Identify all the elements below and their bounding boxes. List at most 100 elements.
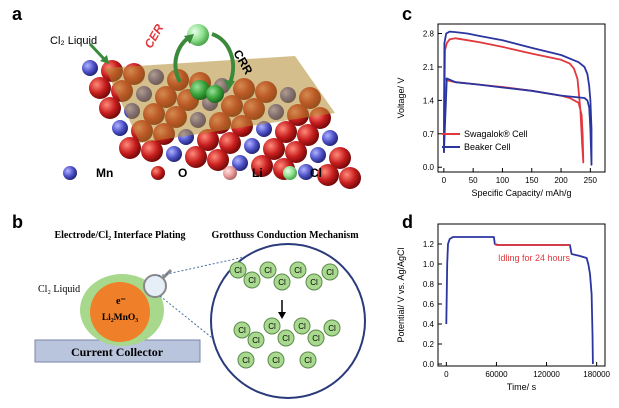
cl-atom-label: Cl <box>294 266 302 275</box>
atom-legend: Mn O Li Cl <box>63 166 322 180</box>
cl-atom <box>289 261 307 279</box>
o-atom <box>197 129 219 151</box>
cl-atom-label: Cl <box>328 324 336 333</box>
cl-atom <box>305 273 323 291</box>
cl-atom-label: Cl <box>272 356 280 365</box>
cl-legend-swatch <box>283 166 297 180</box>
o-atom <box>99 97 121 119</box>
x-axis-label: Specific Capacity/ mAh/g <box>471 188 571 198</box>
current-collector-label: Current Collector <box>71 345 164 359</box>
cl-atom-label: Cl <box>298 322 306 331</box>
particle-label: Li₂MnO₃ <box>102 313 138 323</box>
mn-atom <box>322 130 338 146</box>
o-atom <box>141 140 163 162</box>
series-line-1 <box>443 30 593 166</box>
cl-atom <box>293 317 311 335</box>
cl-atom-label: Cl <box>282 334 290 343</box>
o-atom <box>317 164 339 186</box>
panel-label-a: a <box>12 4 23 24</box>
cl-legend-label: Cl <box>310 166 322 180</box>
y-tick-label: 2.8 <box>423 30 435 39</box>
legend-label-1: Beaker Cell <box>464 142 511 152</box>
cl-atom <box>263 317 281 335</box>
cl-atom <box>243 271 261 289</box>
x-tick-label: 200 <box>554 176 568 185</box>
cl-atom-label: Cl <box>278 278 286 287</box>
y-tick-label: 0.0 <box>423 360 435 369</box>
y-tick-label: 0.4 <box>423 320 435 329</box>
cer-arrow <box>173 36 190 83</box>
o-atom <box>185 146 207 168</box>
o-atom <box>119 137 141 159</box>
o-atom <box>275 121 297 143</box>
y-tick-label: 0.6 <box>423 300 435 309</box>
mn-atom <box>244 138 260 154</box>
cl-atom <box>233 321 251 339</box>
cl-atom <box>277 329 295 347</box>
cl2-liquid-label-b: Cl₂ Liquid <box>38 284 80 295</box>
interface-plating-title: Electrode/Cl₂ Interface Plating <box>54 230 185 241</box>
panel-a-illustration: Cl₂ Liquid CER CRR Mn O Li Cl <box>50 21 361 189</box>
y-tick-label: 0.2 <box>423 340 435 349</box>
legend-label-0: Swagalok® Cell <box>464 129 528 139</box>
o-atom <box>329 147 351 169</box>
plot-frame <box>437 223 606 367</box>
y-tick-label: 1.4 <box>423 96 435 105</box>
cl-atom-label: Cl <box>304 356 312 365</box>
x-tick-label: 250 <box>584 176 598 185</box>
cl-atom <box>247 331 265 349</box>
panel-b-illustration: Electrode/Cl₂ Interface Plating Grotthus… <box>34 230 366 399</box>
y-axis-label: Voltage/ V <box>396 77 406 118</box>
cl-chain: Cl Cl Cl Cl Cl Cl Cl Cl Cl Cl Cl Cl Cl Cl Cl Cl Cl <box>229 261 341 369</box>
cl-atom-surface <box>206 85 224 103</box>
x-tick-label: 150 <box>525 176 539 185</box>
y-tick-label: 2.1 <box>423 63 435 72</box>
chart-c: 0 50 100 150 200 250 0.0 0.7 1.4 2.1 2.8 Specific C… <box>396 23 606 198</box>
panel-label-c: c <box>402 4 413 24</box>
cl-atom <box>307 329 325 347</box>
cl-atom <box>229 261 247 279</box>
magnifier-icon <box>143 274 167 298</box>
mn-atom <box>82 60 98 76</box>
o-atom <box>89 77 111 99</box>
o-atom <box>297 124 319 146</box>
o-atom <box>339 167 361 189</box>
cl-atom-label: Cl <box>238 326 246 335</box>
mn-atom <box>112 120 128 136</box>
cl-atom-label: Cl <box>248 276 256 285</box>
cl-atom <box>299 351 317 369</box>
cl-atom <box>267 351 285 369</box>
x-tick-label: 50 <box>469 176 478 185</box>
mn-atom <box>232 155 248 171</box>
y-tick-label: 1.0 <box>423 260 435 269</box>
x-axis-label: Time/ s <box>507 382 537 392</box>
x-tick-label: 60000 <box>485 370 508 379</box>
panel-label-b: b <box>12 212 23 232</box>
mn-atom <box>166 146 182 162</box>
panel-label-d: d <box>402 212 413 232</box>
grotthuss-title: Grotthuss Conduction Mechanism <box>211 230 359 241</box>
cl-atom-label: Cl <box>268 322 276 331</box>
li-legend-swatch <box>223 166 237 180</box>
y-tick-label: 0.0 <box>423 163 435 172</box>
cl-atom <box>237 351 255 369</box>
x-tick-label: 180000 <box>583 370 610 379</box>
cl-atom-floating <box>187 24 209 46</box>
cl-atom-surface <box>190 80 210 100</box>
idling-annotation: Idling for 24 hours <box>498 253 571 263</box>
cl-atom-label: Cl <box>312 334 320 343</box>
cl2-liquid-label: Cl₂ Liquid <box>50 35 97 47</box>
cl-atom-label: Cl <box>234 266 242 275</box>
cl-atom <box>273 273 291 291</box>
chart-d: 0 60000 120000 180000 0.0 0.2 0.4 0.6 0.8 1.0 1.2 T… <box>396 223 611 392</box>
x-tick-label: 100 <box>496 176 510 185</box>
y-tick-label: 0.7 <box>423 130 435 139</box>
mn-atom <box>310 147 326 163</box>
cl-atom <box>259 261 277 279</box>
cer-label: CER <box>141 21 166 50</box>
cl-atom-label: Cl <box>242 356 250 365</box>
cl-atom-label: Cl <box>264 266 272 275</box>
cl-atom <box>323 319 341 337</box>
o-atom <box>207 149 229 171</box>
cl-atom-label: Cl <box>326 268 334 277</box>
